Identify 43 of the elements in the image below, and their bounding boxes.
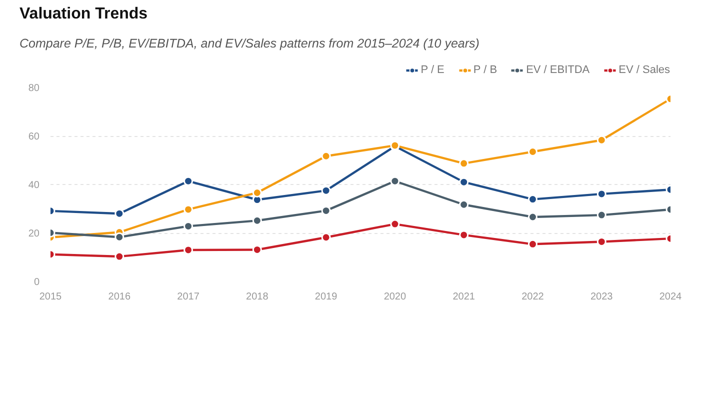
x-tick-label: 2022	[522, 292, 544, 302]
y-tick-label: 80	[28, 83, 40, 94]
x-tick-label: 2017	[177, 292, 200, 302]
point	[321, 151, 331, 161]
legend-label: EV / Sales	[618, 64, 670, 76]
point	[390, 219, 400, 229]
point	[114, 232, 124, 242]
point	[184, 176, 194, 186]
point	[252, 188, 262, 198]
legend-label: P / B	[473, 64, 498, 76]
point	[459, 158, 469, 168]
point	[114, 208, 124, 218]
point	[321, 186, 331, 196]
chart-subtitle: Compare P/E, P/B, EV/EBITDA, and EV/Sales patterns from 2015–2024 (10 years)	[20, 36, 480, 50]
point	[459, 177, 469, 187]
point	[596, 189, 606, 199]
x-tick-label: 2016	[108, 292, 131, 302]
x-tick-label: 2015	[39, 292, 62, 302]
chart-title: Valuation Trends	[20, 6, 148, 22]
legend-label: P / E	[420, 64, 444, 76]
point	[252, 216, 262, 226]
x-tick-label: 2018	[246, 292, 269, 302]
x-tick-label: 2021	[452, 292, 476, 302]
point	[528, 239, 538, 249]
y-tick-label: 0	[34, 277, 40, 288]
y-tick-label: 20	[28, 228, 40, 240]
point	[596, 135, 606, 145]
point	[184, 245, 194, 255]
x-tick-label: 2020	[384, 292, 407, 302]
x-tick-label: 2024	[659, 292, 682, 302]
point	[459, 200, 469, 210]
x-tick-label: 2019	[314, 292, 338, 302]
y-tick-label: 60	[28, 132, 40, 142]
point	[114, 252, 124, 262]
point	[459, 230, 469, 240]
point	[390, 176, 400, 186]
legend-label: EV / EBITDA	[526, 64, 590, 76]
point	[596, 210, 606, 220]
point	[528, 212, 538, 222]
x-tick-label: 2023	[590, 292, 614, 302]
y-tick-label: 40	[28, 180, 40, 191]
point	[321, 232, 331, 242]
point	[184, 204, 194, 214]
